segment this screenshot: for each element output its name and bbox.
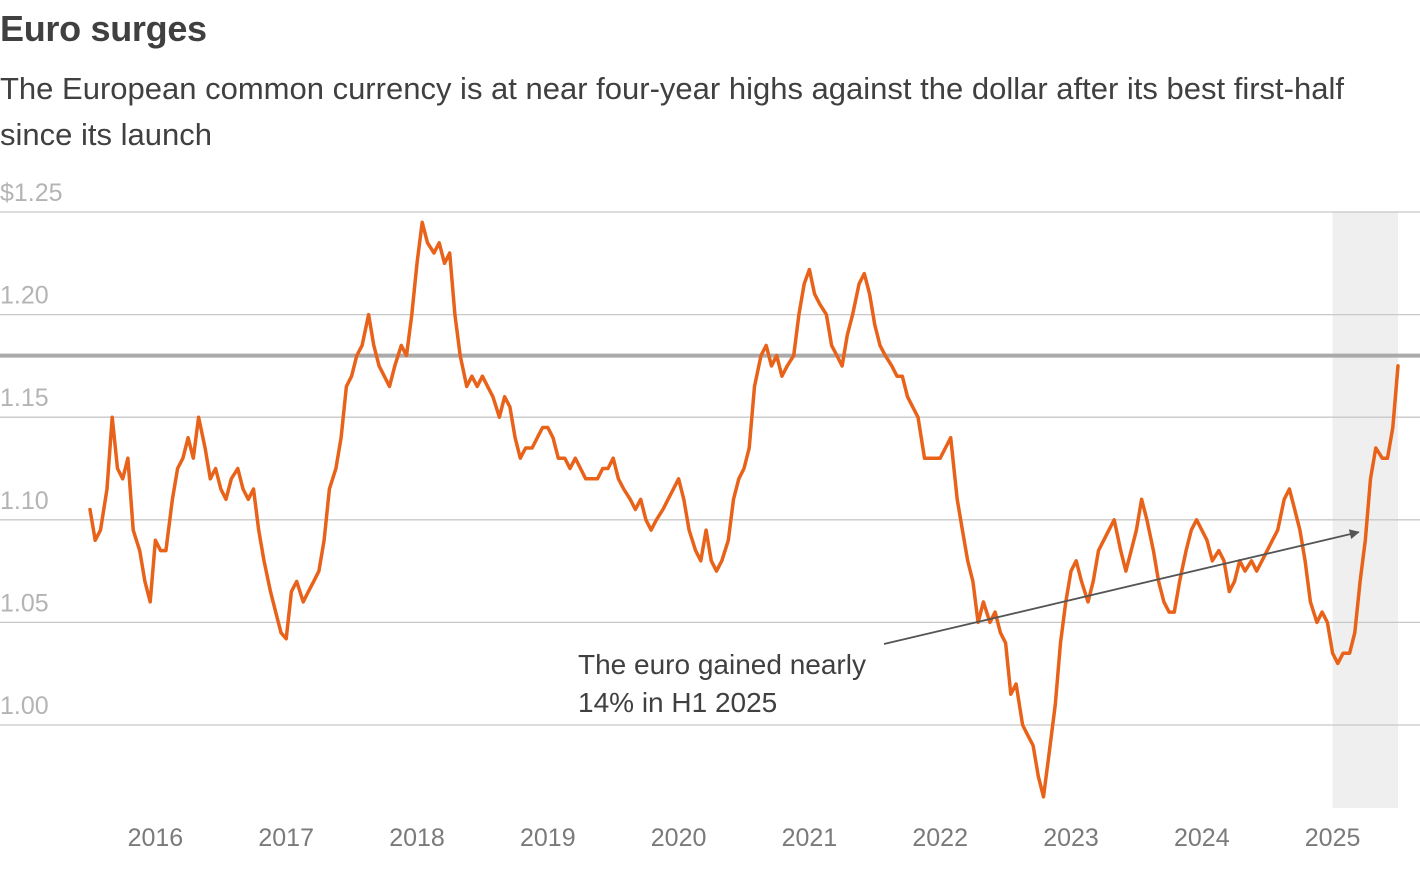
x-tick-label: 2019	[520, 824, 576, 852]
h1-2025-highlight	[1332, 212, 1398, 808]
x-tick-label: 2024	[1174, 824, 1230, 852]
y-tick-label: 1.20	[0, 282, 49, 310]
y-tick-label: 1.00	[0, 692, 49, 720]
annotation-arrow	[883, 529, 1360, 645]
x-tick-label: 2016	[128, 824, 184, 852]
y-tick-label: 1.10	[0, 487, 49, 515]
annotation-text: The euro gained nearly	[578, 649, 866, 680]
h1-2025-highlight-layer	[1332, 212, 1398, 808]
y-tick-label: 1.15	[0, 384, 49, 412]
y-tick-label: 1.05	[0, 589, 49, 617]
y-axis-tick-labels: 1.00 1.05 1.10 1.15 1.20 $1.25	[0, 179, 63, 720]
x-tick-label: 2022	[912, 824, 968, 852]
annotation-text: 14% in H1 2025	[578, 687, 777, 718]
series-layer	[88, 220, 1400, 799]
chart-title: Euro surges	[0, 8, 207, 49]
x-tick-label: 2025	[1305, 824, 1361, 852]
x-tick-label: 2017	[258, 824, 314, 852]
annotation-layer: The euro gained nearly 14% in H1 2025	[578, 529, 1360, 718]
chart-subtitle: The European common currency is at near …	[0, 71, 1344, 152]
x-tick-label: 2020	[651, 824, 707, 852]
x-tick-label: 2018	[389, 824, 445, 852]
x-tick-label: 2023	[1043, 824, 1099, 852]
series-line-eur-usd	[88, 220, 1400, 799]
gridlines	[0, 211, 1420, 726]
x-axis-tick-labels: 2016 2017 2018 2019 2020 2021 2022 2023 2024 2025	[128, 824, 1361, 852]
y-tick-label: $1.25	[0, 179, 63, 207]
x-tick-label: 2021	[782, 824, 838, 852]
